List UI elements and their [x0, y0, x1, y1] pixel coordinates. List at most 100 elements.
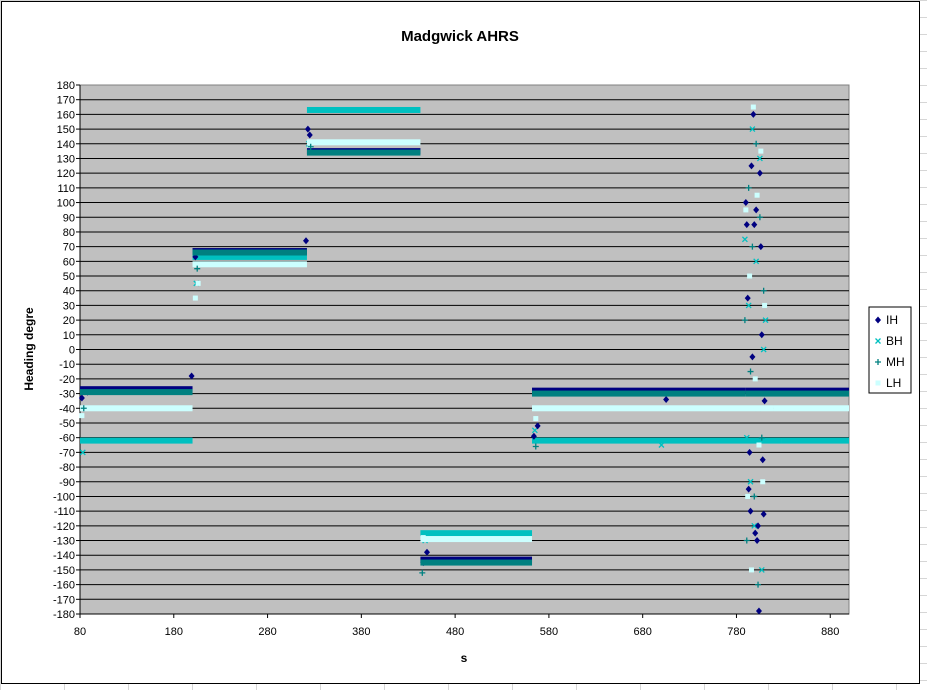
y-tick-label: 60 — [63, 256, 75, 268]
data-point — [747, 368, 754, 375]
data-point — [754, 537, 761, 545]
gridlines — [80, 99, 849, 600]
series-BH-band — [80, 437, 193, 444]
data-point — [756, 214, 763, 221]
y-tick-label: 30 — [63, 300, 75, 312]
y-tick-label: 20 — [63, 315, 75, 327]
y-tick-label: -30 — [59, 389, 75, 401]
y-tick-label: -80 — [59, 462, 75, 474]
data-point — [749, 353, 756, 361]
data-point — [750, 110, 757, 118]
data-point — [745, 493, 751, 499]
data-point — [304, 125, 311, 133]
series-BH-band — [192, 253, 307, 260]
data-point — [745, 485, 752, 493]
data-point — [753, 140, 760, 147]
data-point — [751, 493, 758, 500]
data-point — [80, 405, 87, 412]
legend-box — [868, 306, 912, 394]
y-tick-label: 170 — [57, 95, 75, 107]
data-point — [757, 243, 764, 251]
data-point — [78, 394, 85, 402]
data-point — [760, 479, 766, 485]
data-point — [758, 566, 765, 573]
data-point — [753, 206, 760, 214]
y-tick-label: -20 — [59, 374, 75, 386]
data-point — [79, 449, 86, 456]
x-tick-label: 680 — [634, 626, 652, 638]
data-point — [743, 221, 750, 229]
legend-marker-BH — [875, 338, 881, 344]
data-point — [753, 258, 760, 265]
data-point — [754, 192, 760, 198]
y-tick-label: 180 — [57, 80, 75, 92]
legend-marker-MH — [875, 359, 881, 365]
data-point — [762, 302, 768, 308]
data-point — [745, 184, 752, 191]
data-point — [760, 346, 767, 353]
data-point — [307, 143, 314, 150]
data-point — [745, 302, 752, 309]
data-point — [534, 422, 541, 430]
data-series — [78, 104, 849, 615]
y-tick-label: -170 — [53, 594, 75, 606]
y-tick-label: 40 — [63, 286, 75, 298]
y-tick-label: 130 — [57, 153, 75, 165]
y-tick-label: 160 — [57, 109, 75, 121]
data-point — [747, 273, 753, 279]
y-tick-label: -160 — [53, 580, 75, 592]
data-point — [192, 295, 198, 301]
x-tick-label: 580 — [540, 626, 558, 638]
data-point — [756, 155, 763, 162]
y-tick-label: -10 — [59, 359, 75, 371]
series-LH-band — [532, 405, 774, 412]
series-LH-band — [192, 261, 307, 268]
chart-title: Madgwick AHRS — [401, 28, 519, 45]
y-tick-label: 0 — [69, 345, 75, 357]
data-point — [423, 548, 430, 556]
data-point — [758, 434, 765, 441]
data-point — [756, 442, 762, 448]
x-axis-tick-labels: 80 180 280 380 480 580 680 780 880 — [74, 626, 840, 638]
data-point — [761, 397, 768, 405]
series-MH-band — [192, 249, 307, 256]
y-tick-label: -140 — [53, 550, 75, 562]
data-point — [746, 448, 753, 456]
data-point — [760, 510, 767, 518]
y-tick-label: -90 — [59, 477, 75, 489]
legend-label-BH: BH — [886, 334, 903, 348]
series-BH-band — [420, 530, 533, 537]
data-point — [744, 294, 751, 302]
y-tick-label: -150 — [53, 565, 75, 577]
y-tick-label: 50 — [63, 271, 75, 283]
y-axis-tick-labels: 1801701601501401301201101009080706050403… — [53, 80, 75, 621]
y-tick-label: 100 — [57, 198, 75, 210]
data-point — [530, 432, 537, 440]
series-MH-band — [80, 389, 193, 396]
y-tick-label: 110 — [57, 183, 75, 195]
y-tick-label: -70 — [59, 447, 75, 459]
data-point — [306, 131, 313, 139]
data-point — [743, 537, 750, 544]
data-point — [532, 443, 539, 450]
series-MH-band — [532, 390, 746, 397]
series-LH-band — [306, 139, 421, 146]
data-point — [755, 522, 762, 530]
series-LH-band — [80, 405, 193, 412]
x-tick-label: 780 — [727, 626, 745, 638]
data-point — [743, 434, 750, 441]
series-BH-band — [306, 106, 421, 113]
data-point — [742, 199, 749, 207]
legend[interactable]: IH BH MH LH — [868, 306, 912, 394]
data-point — [195, 280, 201, 286]
series-MH-band — [420, 559, 533, 566]
data-point — [741, 236, 748, 243]
data-point — [749, 243, 756, 250]
data-point — [188, 372, 195, 380]
series-BH-band — [781, 437, 849, 444]
data-point — [755, 607, 762, 615]
x-tick-label: 880 — [821, 626, 839, 638]
y-tick-label: 10 — [63, 330, 75, 342]
y-axis-title: Heading degre — [22, 307, 36, 391]
